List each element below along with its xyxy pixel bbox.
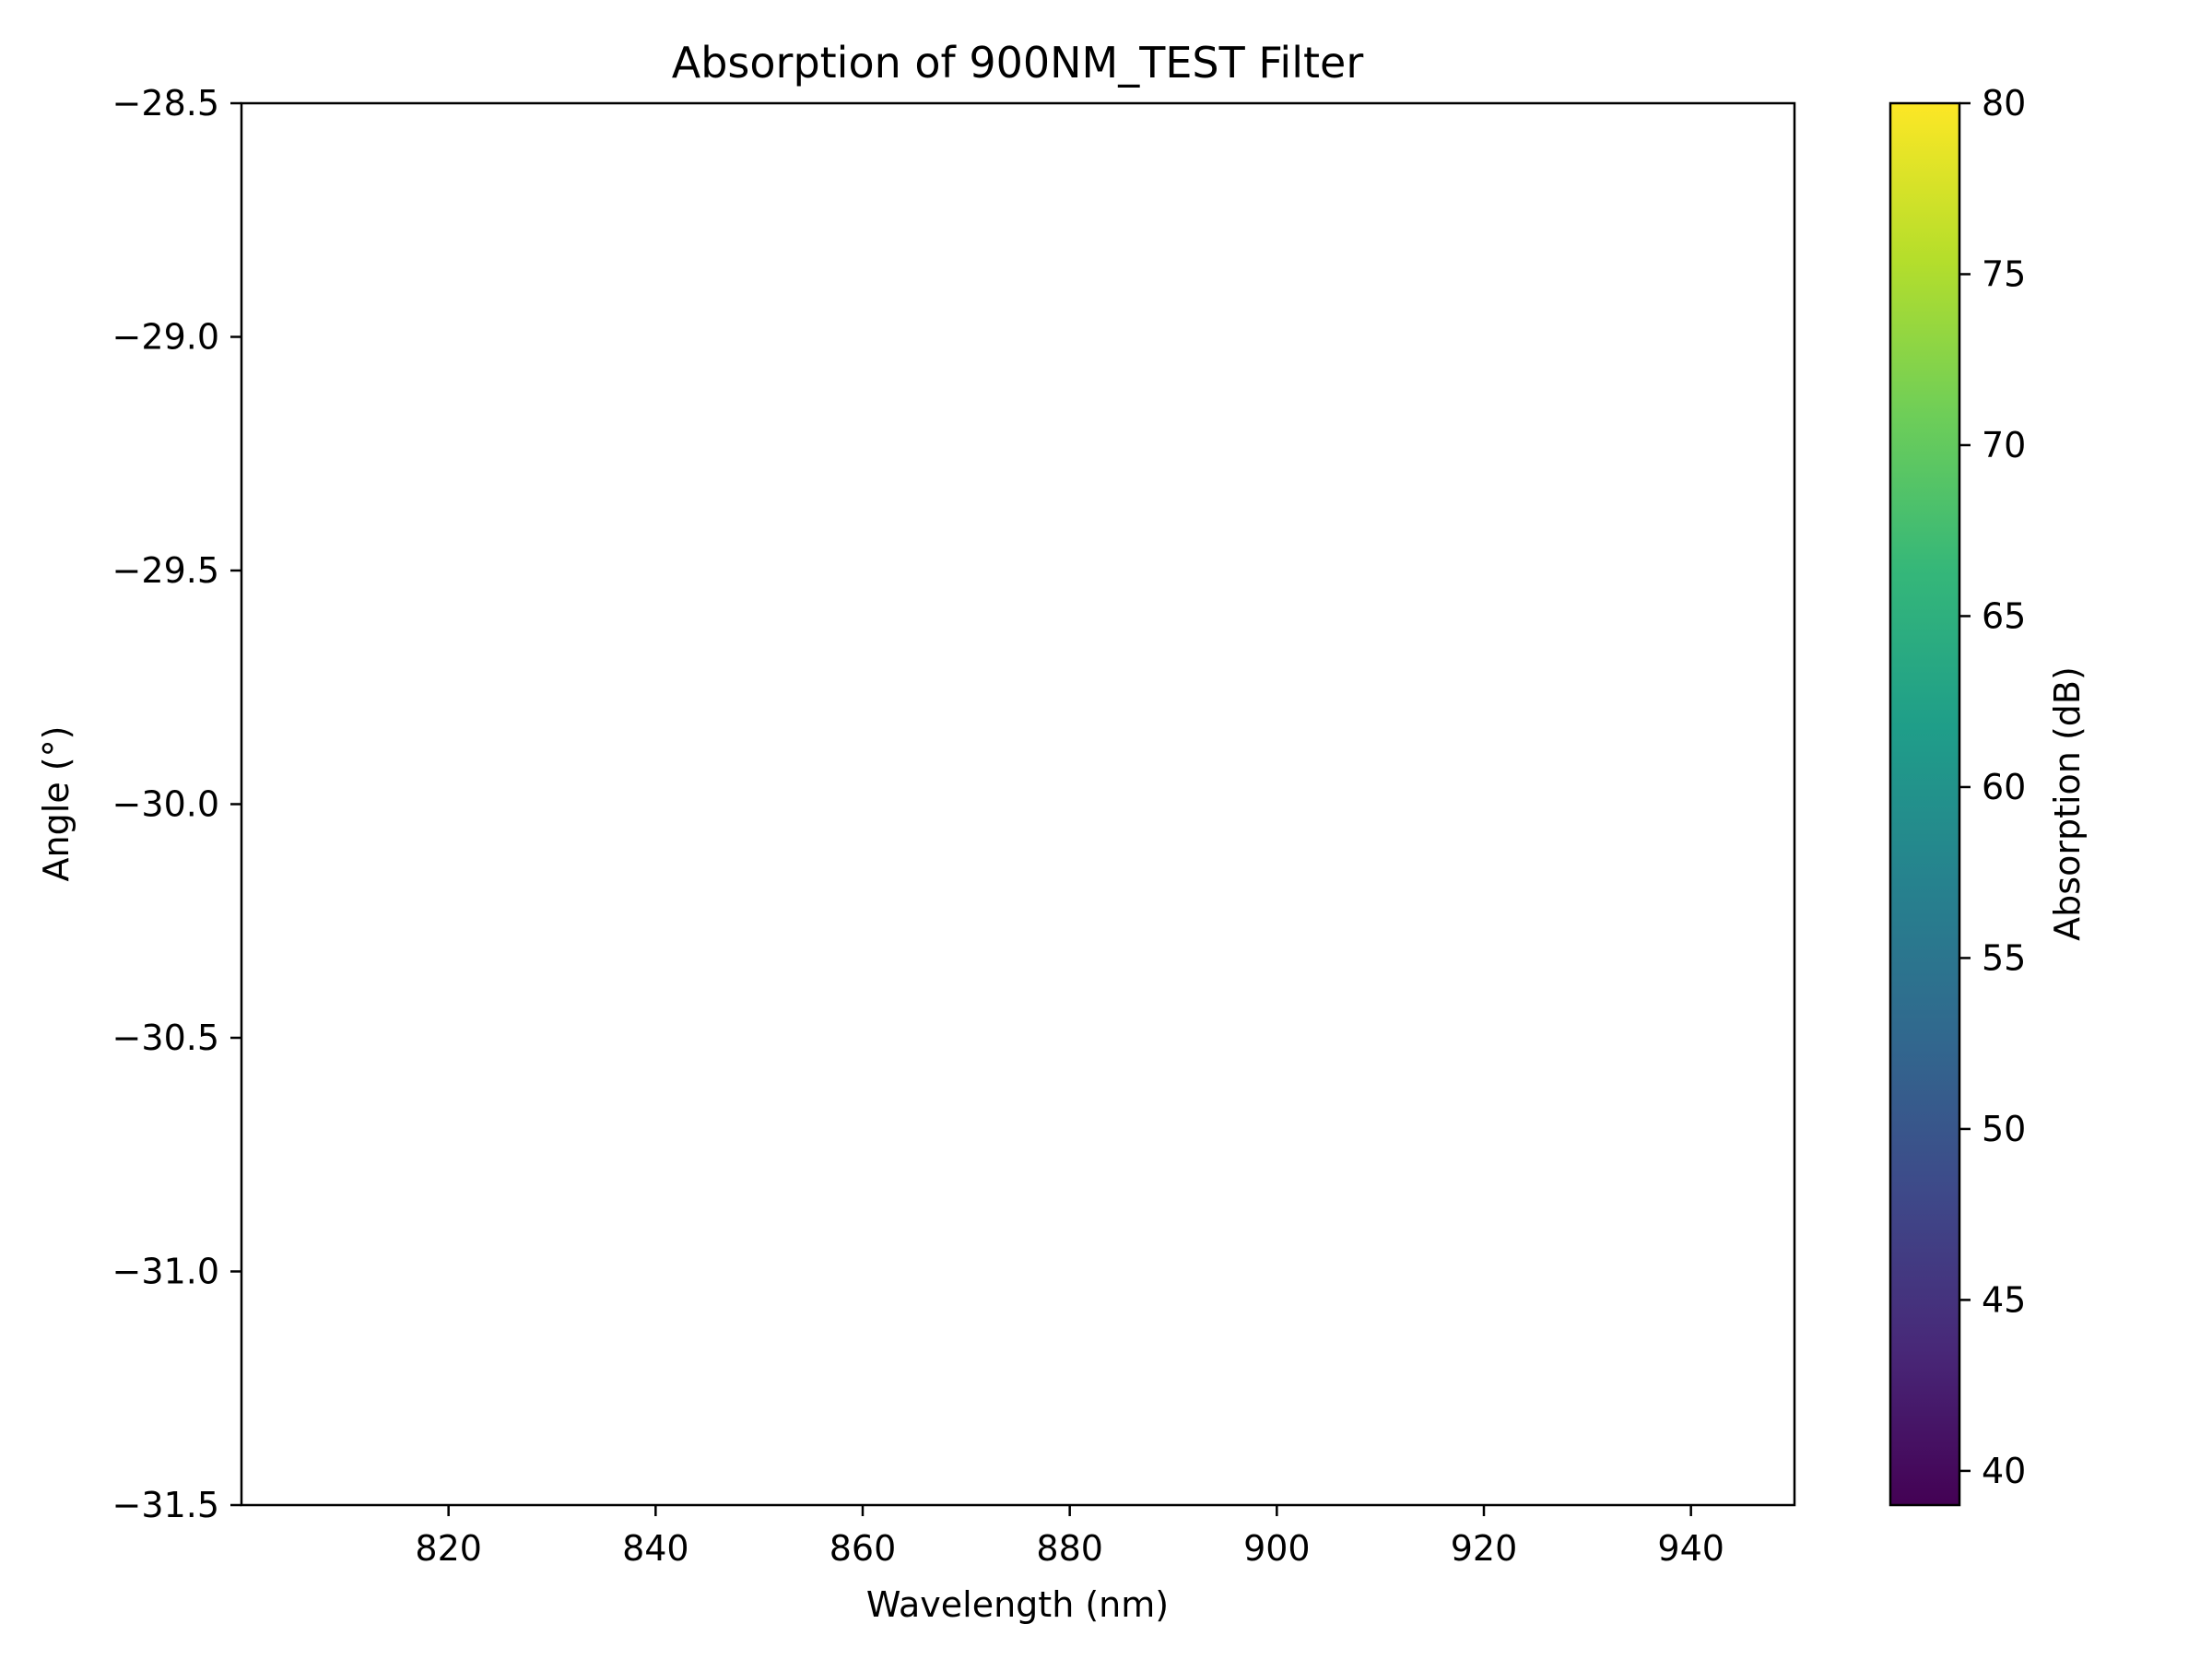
x-tick-label: 860 — [830, 1528, 897, 1569]
colorbar-axis: 40 45 50 55 60 65 70 75 80 — [1959, 83, 2026, 1491]
y-tick-label: −31.0 — [112, 1252, 219, 1292]
x-tick-label: 900 — [1243, 1528, 1311, 1569]
colorbar-tick-label: 55 — [1982, 937, 2026, 978]
x-tick-label: 940 — [1657, 1528, 1724, 1569]
x-axis: 820 840 860 880 900 920 940 — [415, 1505, 1724, 1569]
y-tick-label: −30.0 — [112, 784, 219, 825]
x-tick-label: 920 — [1451, 1528, 1518, 1569]
y-tick-label: −30.5 — [112, 1018, 219, 1058]
colorbar-tick-label: 65 — [1982, 595, 2026, 636]
colorbar-tick-label: 60 — [1982, 767, 2026, 807]
colorbar — [1888, 101, 1961, 1507]
y-tick-label: −29.0 — [112, 317, 219, 358]
colorbar-tick-label: 50 — [1982, 1109, 2026, 1149]
y-axis: −28.5 −29.0 −29.5 −30.0 −30.5 −31.0 −31.5 — [112, 83, 241, 1525]
colorbar-tick-label: 40 — [1982, 1451, 2026, 1491]
plot-area — [240, 101, 1796, 1507]
y-tick-label: −31.5 — [112, 1485, 219, 1525]
colorbar-label: Absorption (dB) — [2047, 666, 2088, 941]
colorbar-tick-label: 80 — [1982, 83, 2026, 124]
x-axis-label: Wavelength (nm) — [866, 1584, 1169, 1625]
y-tick-label: −28.5 — [112, 83, 219, 124]
x-tick-label: 840 — [622, 1528, 689, 1569]
y-axis-label: Angle (°) — [36, 726, 76, 882]
colorbar-tick-label: 70 — [1982, 425, 2026, 465]
colorbar-tick-label: 45 — [1982, 1279, 2026, 1320]
chart-title: Absorption of 900NM_TEST Filter — [672, 38, 1364, 88]
y-tick-label: −29.5 — [112, 550, 219, 591]
colorbar-tick-label: 75 — [1982, 253, 2026, 294]
x-tick-label: 820 — [415, 1528, 482, 1569]
x-tick-label: 880 — [1036, 1528, 1103, 1569]
